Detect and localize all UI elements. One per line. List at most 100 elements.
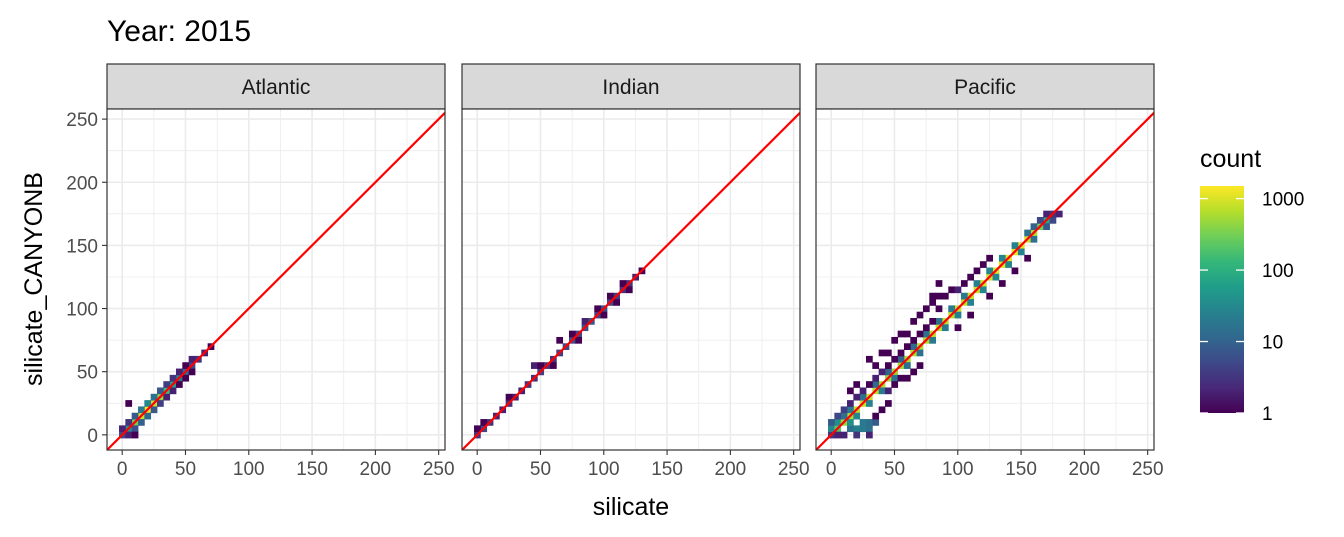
heatmap-bin — [884, 349, 892, 357]
y-tick-label: 50 — [77, 363, 98, 384]
heatmap-bin — [878, 387, 886, 395]
y-tick-label: 200 — [66, 173, 98, 194]
heatmap-bin — [859, 387, 867, 395]
heatmap-bin — [859, 419, 867, 426]
heatmap-bin — [505, 393, 513, 401]
legend-tick-label: 10 — [1262, 333, 1283, 354]
heatmap-bin — [1024, 229, 1031, 237]
heatmap-bin — [903, 374, 911, 382]
heatmap-bin — [613, 299, 621, 306]
heatmap-bin — [916, 349, 924, 357]
heatmap-bin — [910, 343, 918, 350]
heatmap-bin — [150, 406, 158, 414]
heatmap-bin — [884, 387, 892, 395]
heatmap-bin — [474, 425, 481, 433]
heatmap-bin — [916, 330, 924, 338]
heatmap-bin — [878, 349, 886, 357]
heatmap-bin — [866, 400, 873, 407]
heatmap-bin — [891, 374, 899, 382]
heatmap-bin — [834, 412, 842, 420]
heatmap-bin — [935, 305, 943, 313]
heatmap-bin — [935, 318, 943, 325]
heatmap-bin — [903, 362, 911, 369]
legend-tick-label: 1 — [1262, 404, 1273, 425]
heatmap-bin — [1043, 223, 1050, 231]
heatmap-bin — [556, 336, 564, 344]
heatmap-bin — [1049, 216, 1057, 224]
y-tick-label: 100 — [66, 300, 98, 321]
heatmap-bin — [847, 400, 854, 407]
heatmap-bin — [866, 355, 873, 363]
facet-panel-pacific: Pacific 0 50 100 150 200 250 — [815, 63, 1164, 480]
facet-strip — [106, 63, 446, 110]
heatmap-bin — [188, 368, 196, 376]
panel-border — [461, 108, 801, 451]
x-tick-label: 100 — [233, 459, 265, 480]
heatmap-bin — [138, 406, 145, 414]
x-tick-label: 150 — [296, 459, 328, 480]
x-tick-label: 250 — [1132, 459, 1164, 480]
x-tick-label: 0 — [472, 459, 483, 480]
legend-tick-label: 1000 — [1262, 190, 1304, 211]
heatmap-bin — [150, 393, 158, 401]
heatmap-bin — [480, 419, 488, 426]
heatmap-bin — [910, 336, 918, 344]
heatmap-bin — [157, 400, 164, 407]
heatmap-bin — [866, 419, 873, 426]
heatmap-bin — [866, 425, 873, 433]
heatmap-bin — [998, 280, 1006, 287]
heatmap-bin — [1030, 223, 1038, 231]
x-tick-label: 50 — [530, 459, 551, 480]
heatmap-bin — [1011, 267, 1019, 275]
heatmap-bin — [929, 336, 937, 344]
x-tick-label: 150 — [651, 459, 683, 480]
heatmap-bin — [125, 431, 133, 439]
heatmap-bin — [1036, 216, 1044, 224]
heatmap-bin — [169, 374, 177, 382]
facet-strip — [815, 63, 1155, 110]
heatmap-bin — [853, 425, 861, 433]
heatmap-bin — [935, 292, 943, 300]
heatmap-bin — [922, 305, 930, 313]
heatmap-bin — [973, 280, 981, 287]
heatmap-bin — [884, 368, 892, 376]
y-tick-label: 150 — [66, 236, 98, 257]
heatmap-bin — [619, 280, 627, 287]
heatmap-bin — [138, 419, 145, 426]
identity-reference-line — [462, 112, 800, 450]
heatmap-bin — [897, 355, 905, 363]
heatmap-bin — [1055, 210, 1063, 218]
heatmap-bin — [948, 286, 956, 294]
heatmap-bin — [834, 431, 842, 439]
heatmap-bin — [872, 374, 880, 382]
x-tick-label: 150 — [1005, 459, 1037, 480]
facet-strip-label: Pacific — [954, 76, 1016, 99]
legend-colorbar — [1200, 186, 1244, 413]
heatmap-bin — [859, 393, 867, 401]
heatmap-bin — [979, 261, 987, 268]
heatmap-bin — [530, 362, 538, 369]
heatmap-bin — [537, 362, 545, 369]
heatmap-bin — [878, 406, 886, 414]
y-axis-label: silicate_CANYONB — [20, 172, 48, 386]
heatmap-bin — [922, 330, 930, 338]
panel-border — [106, 108, 446, 451]
heatmap-bin — [853, 431, 861, 439]
heatmap-bin — [897, 374, 905, 382]
x-tick-label: 200 — [1069, 459, 1101, 480]
heatmap-bin — [125, 419, 133, 426]
heatmap-bin — [986, 267, 993, 275]
heatmap-bin — [853, 393, 861, 401]
heatmap-bin — [986, 254, 993, 262]
heatmap-bin — [929, 292, 937, 300]
grid-lines — [107, 109, 445, 450]
heatmap-bin — [847, 387, 854, 395]
heatmap-bin — [847, 419, 854, 426]
heatmap-bin — [163, 381, 171, 388]
heatmap-bin — [847, 425, 854, 433]
heatmap-bin — [853, 381, 861, 388]
heatmap-bin — [1030, 235, 1038, 243]
identity-reference-line — [816, 112, 1154, 450]
heatmap-bin — [125, 400, 133, 407]
